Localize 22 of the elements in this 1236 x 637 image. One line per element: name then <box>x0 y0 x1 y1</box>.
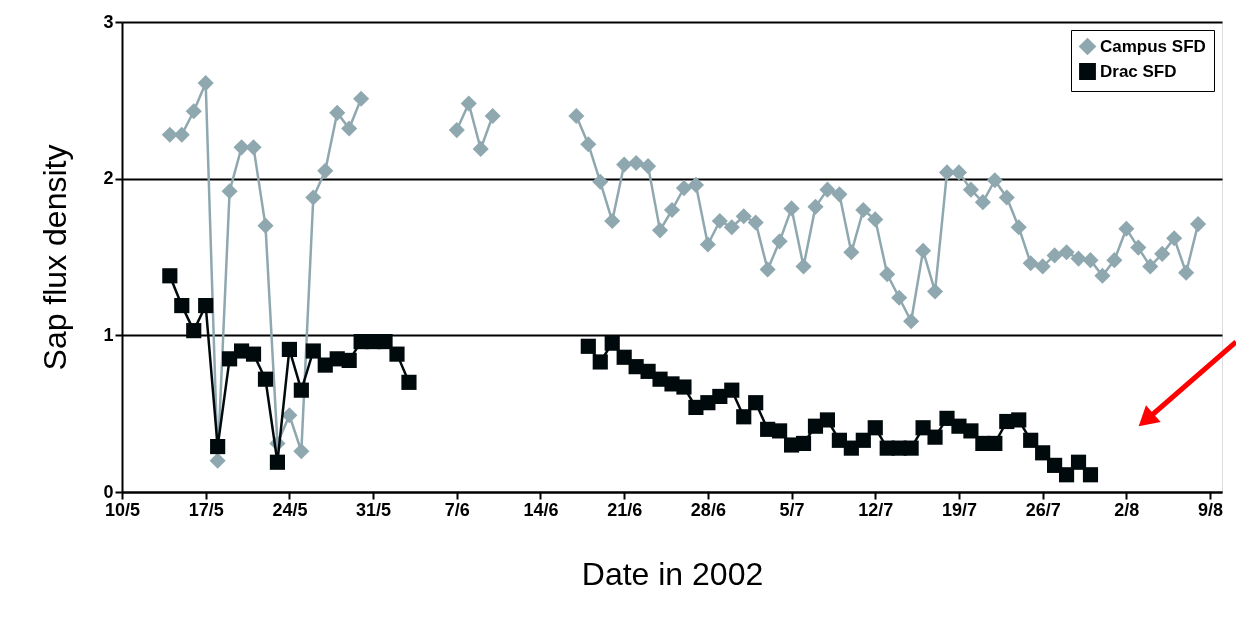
x-tick-label: 26/7 <box>1025 499 1061 520</box>
x-tick-label: 24/5 <box>272 499 308 520</box>
x-tick-label: 12/7 <box>858 499 894 520</box>
x-tick-label: 31/5 <box>356 499 392 520</box>
y-tick-label: 1 <box>103 324 114 345</box>
x-tick-label: 21/6 <box>607 499 643 520</box>
y-tick-label: 3 <box>103 11 114 32</box>
y-tick-label: 0 <box>103 481 114 502</box>
x-tick-label: 14/6 <box>523 499 559 520</box>
x-tick-label: 9/8 <box>1198 499 1224 520</box>
x-tick-label: 10/5 <box>104 499 141 520</box>
legend-label: Drac SFD <box>1100 61 1177 81</box>
x-tick-label: 7/6 <box>444 499 470 520</box>
x-tick-label: 5/7 <box>779 499 805 520</box>
y-tick-label: 2 <box>103 168 114 189</box>
x-tick-label: 19/7 <box>941 499 977 520</box>
legend-label: Campus SFD <box>1100 36 1206 56</box>
x-tick-label: 28/6 <box>690 499 726 520</box>
x-tick-label: 17/5 <box>188 499 224 520</box>
x-axis-title: Date in 2002 <box>581 555 764 592</box>
x-tick-label: 2/8 <box>1114 499 1140 520</box>
y-axis-title: Sap flux density <box>37 144 74 371</box>
